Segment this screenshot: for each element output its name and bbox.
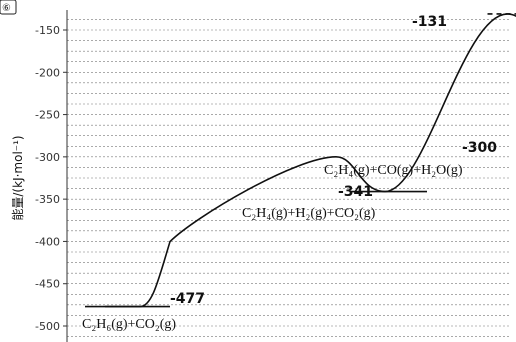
species-label-4: C₂H₄(g)+CO(g)+H₂O(g) [324, 163, 463, 178]
stage-value-label-2: -341 [338, 184, 373, 200]
y-axis-label: 能量/(kJ·mol⁻¹) [11, 135, 25, 220]
corner-badge-text: ⑥ [2, 3, 11, 14]
y-tick-label: -350 [35, 193, 60, 206]
stage-value-label-1: -477 [170, 291, 205, 307]
level-lines [85, 13, 516, 308]
stage-value-label-4: -300 [462, 140, 497, 156]
y-tick-label: -250 [35, 109, 60, 122]
stage-value-label-3: -131 [412, 14, 447, 30]
species-label-2: C₂H₄(g)+H₂(g)+CO₂(g) [242, 206, 376, 221]
y-tick-label: -300 [35, 151, 60, 164]
gridlines [67, 19, 510, 337]
y-tick-label: -200 [35, 66, 60, 79]
y-ticks: -150 -200 -250 -300 -350 -400 -450 -500 [35, 24, 67, 333]
y-tick-label: -150 [35, 24, 60, 37]
species-label-1: C₂H₆(g)+CO₂(g) [82, 317, 176, 332]
corner-badge: ⑥ [0, 0, 17, 15]
y-tick-label: -500 [35, 320, 60, 333]
y-tick-label: -450 [35, 278, 60, 291]
y-tick-label: -400 [35, 235, 60, 248]
energy-curve [105, 13, 516, 308]
